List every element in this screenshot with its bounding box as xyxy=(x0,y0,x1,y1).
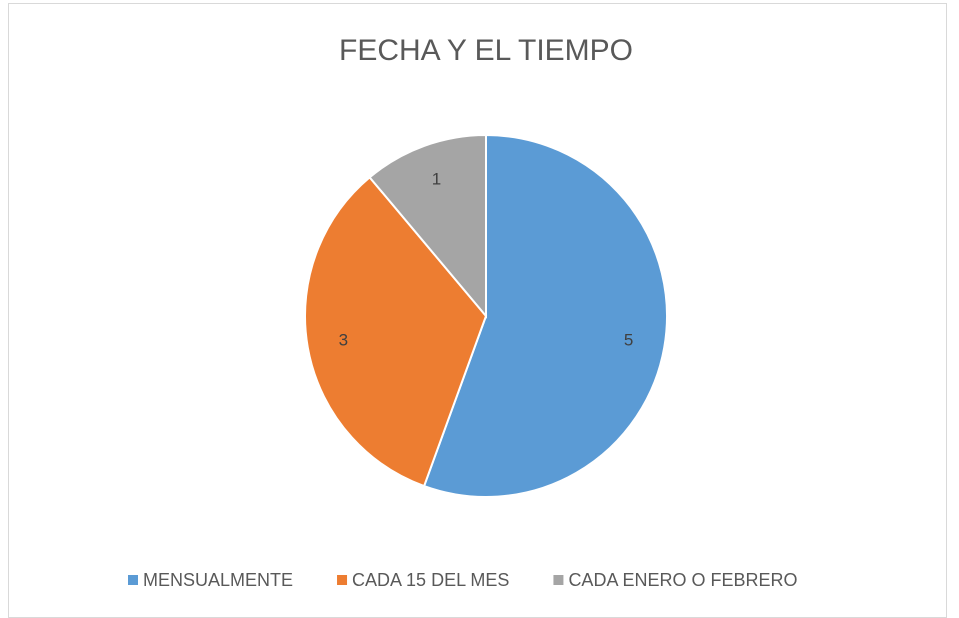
legend-label: CADA 15 DEL MES xyxy=(352,570,509,590)
pie-slice xyxy=(422,133,668,498)
legend-swatch xyxy=(337,575,348,585)
data-label: 1 xyxy=(432,169,441,188)
chart-title: FECHA Y EL TIEMPO xyxy=(339,34,633,67)
legend-swatch xyxy=(128,575,138,585)
pie-slice xyxy=(304,175,488,488)
data-label: 5 xyxy=(624,331,633,350)
legend-label: CADA ENERO O FEBRERO xyxy=(568,570,797,590)
data-label: 3 xyxy=(339,331,348,350)
legend-swatch xyxy=(553,575,564,585)
legend-label: MENSUALMENTE xyxy=(143,570,293,590)
pie-slice xyxy=(368,133,487,319)
